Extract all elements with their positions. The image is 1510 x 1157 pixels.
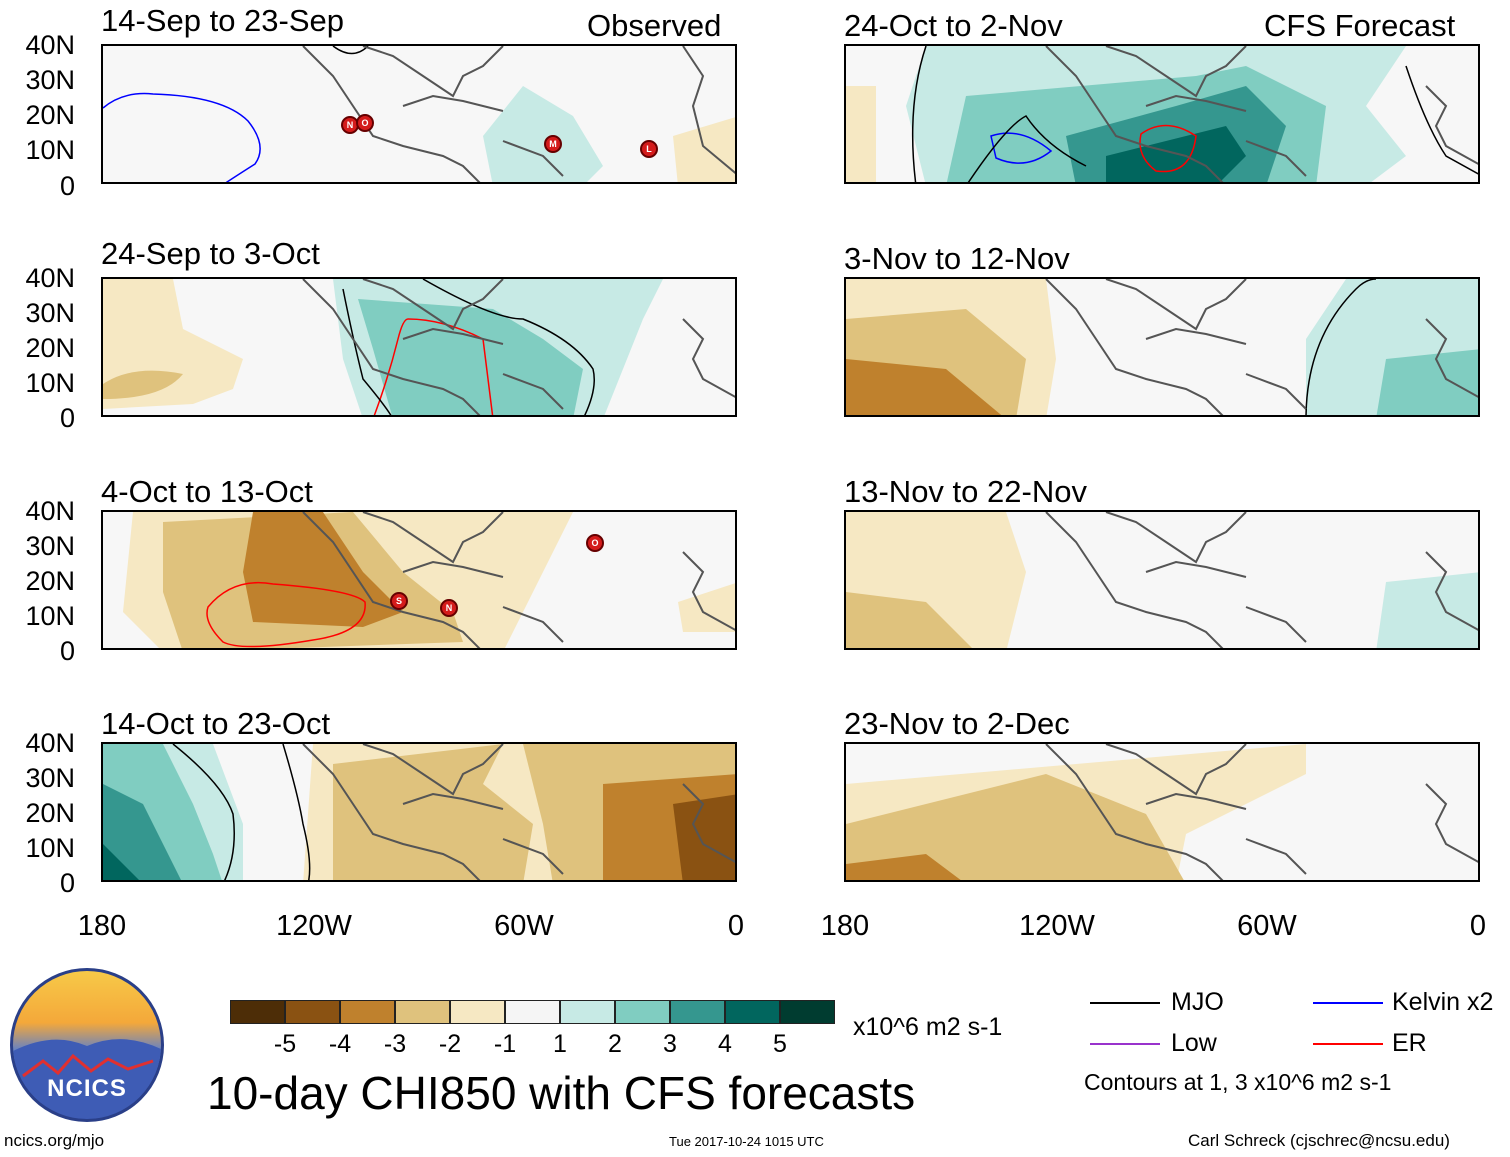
map-panel-6 (844, 277, 1480, 417)
panel-title: 3-Nov to 12-Nov (844, 241, 1070, 276)
legend-low-line (1090, 1043, 1160, 1045)
panel-title: 23-Nov to 2-Dec (844, 706, 1070, 741)
colorbar-units: x10^6 m2 s-1 (853, 1013, 1003, 1041)
map-panel-8 (844, 742, 1480, 882)
colorbar-label: -5 (273, 1030, 297, 1058)
colorbar-label: 1 (553, 1030, 567, 1058)
colorbar-label: 4 (718, 1030, 732, 1058)
map-panel-1 (101, 44, 737, 184)
colorbar-label: 3 (663, 1030, 677, 1058)
map-panel-3 (101, 510, 737, 650)
colorbar-swatch (560, 1000, 615, 1024)
colorbar-label: -4 (328, 1030, 352, 1058)
panel-title: 14-Sep to 23-Sep (101, 3, 345, 38)
legend-kelvin-line (1313, 1002, 1383, 1004)
footer-timestamp: Tue 2017-10-24 1015 UTC (669, 1134, 824, 1149)
observed-header: Observed (587, 8, 722, 43)
colorbar-label: -1 (493, 1030, 517, 1058)
panel-title: 24-Sep to 3-Oct (101, 236, 320, 271)
colorbar-label: 2 (608, 1030, 622, 1058)
legend-mjo-line (1090, 1002, 1160, 1004)
storm-marker-icon: S (390, 592, 408, 610)
storm-marker-icon: O (586, 534, 604, 552)
map-panel-5 (844, 44, 1480, 184)
logo-text: NCICS (47, 1075, 127, 1102)
ncics-logo: NCICS (10, 968, 164, 1122)
colorbar-swatch (725, 1000, 780, 1024)
colorbar-swatch (450, 1000, 505, 1024)
colorbar-swatch (615, 1000, 670, 1024)
colorbar-label: 5 (773, 1030, 787, 1058)
panel-title: 4-Oct to 13-Oct (101, 474, 313, 509)
colorbar-label: -3 (383, 1030, 407, 1058)
colorbar-swatch (670, 1000, 725, 1024)
map-panel-2 (101, 277, 737, 417)
legend-mjo-label: MJO (1171, 988, 1224, 1016)
colorbar-swatch (340, 1000, 395, 1024)
contours-note: Contours at 1, 3 x10^6 m2 s-1 (1084, 1069, 1392, 1095)
forecast-header: CFS Forecast (1264, 8, 1456, 43)
colorbar-swatch (285, 1000, 340, 1024)
map-panel-7 (844, 510, 1480, 650)
colorbar-swatch (395, 1000, 450, 1024)
storm-marker-icon: O (356, 114, 374, 132)
legend-er-line (1313, 1043, 1383, 1045)
footer-author: Carl Schreck (cjschrec@ncsu.edu) (1188, 1131, 1450, 1150)
colorbar-swatch (230, 1000, 285, 1024)
storm-marker-icon: L (640, 140, 658, 158)
legend-low-label: Low (1171, 1029, 1217, 1057)
colorbar-swatch (505, 1000, 560, 1024)
storm-marker-icon: N (440, 599, 458, 617)
panel-title: 14-Oct to 23-Oct (101, 706, 331, 741)
figure-title: 10-day CHI850 with CFS forecasts (207, 1067, 916, 1119)
map-panel-4 (101, 742, 737, 882)
legend-kelvin-label: Kelvin x2 (1392, 988, 1494, 1016)
panel-title: 24-Oct to 2-Nov (844, 8, 1063, 43)
colorbar-swatch (780, 1000, 835, 1024)
colorbar-label: -2 (438, 1030, 462, 1058)
legend-er-label: ER (1392, 1029, 1427, 1057)
panel-title: 13-Nov to 22-Nov (844, 474, 1087, 509)
storm-marker-icon: M (544, 135, 562, 153)
footer-site: ncics.org/mjo (4, 1131, 105, 1150)
